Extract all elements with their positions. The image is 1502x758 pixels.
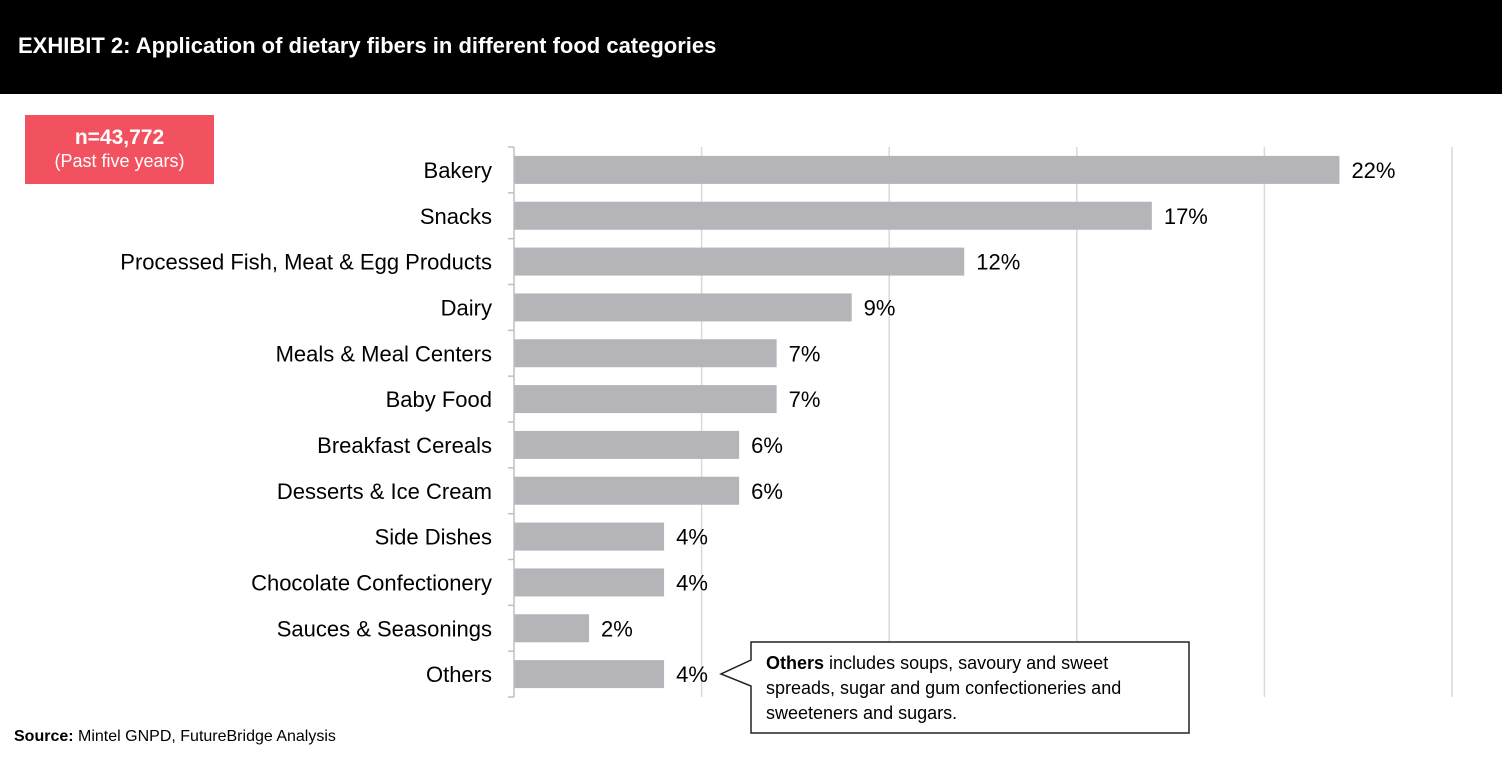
value-label: 22% <box>1351 158 1395 183</box>
header-bar: EXHIBIT 2: Application of dietary fibers… <box>0 0 1502 94</box>
callout-note: Others includes soups, savoury and sweet… <box>766 651 1181 726</box>
bar <box>514 201 1152 230</box>
category-label: Dairy <box>441 295 492 320</box>
source-text: Mintel GNPD, FutureBridge Analysis <box>73 728 336 745</box>
category-label: Sauces & Seasonings <box>277 616 492 641</box>
value-label: 4% <box>676 570 708 595</box>
category-label: Breakfast Cereals <box>317 433 492 458</box>
sample-period: (Past five years) <box>54 151 185 171</box>
bar <box>514 339 777 368</box>
bar <box>514 385 777 414</box>
callout-body: includes soups, savoury and sweet spread… <box>766 653 1122 723</box>
exhibit-title: EXHIBIT 2: Application of dietary fibers… <box>18 33 717 58</box>
category-label: Snacks <box>420 204 492 229</box>
bar <box>514 476 740 505</box>
value-label: 12% <box>976 250 1020 275</box>
callout-bold: Others <box>766 653 825 673</box>
category-labels: Bakery Snacks Processed Fish, Meat & Egg P… <box>120 158 492 687</box>
category-label: Desserts & Ice Cream <box>277 479 492 504</box>
value-label: 2% <box>601 616 633 641</box>
sample-size: n=43,772 <box>74 126 165 149</box>
value-label: 4% <box>676 525 708 550</box>
value-label: 17% <box>1164 204 1208 229</box>
bar <box>514 247 965 276</box>
category-label: Meals & Meal Centers <box>276 341 492 366</box>
bar <box>514 430 740 459</box>
bar <box>514 614 590 643</box>
bar <box>514 293 852 322</box>
category-axis <box>508 146 515 698</box>
category-label: Processed Fish, Meat & Egg Products <box>120 250 492 275</box>
category-label: Side Dishes <box>375 525 492 550</box>
source-note: Source: Mintel GNPD, FutureBridge Analys… <box>14 728 336 746</box>
sample-size-badge: n=43,772 (Past five years) <box>25 115 214 184</box>
category-label: Others <box>426 662 492 687</box>
callout-box <box>719 641 1190 734</box>
bar <box>514 522 665 551</box>
value-label: 6% <box>751 479 783 504</box>
value-labels: 22%17%12%9%7%7%6%6%4%4%2%4% <box>601 158 1395 687</box>
value-label: 7% <box>789 341 821 366</box>
grid-lines <box>700 147 1453 697</box>
value-label: 7% <box>789 387 821 412</box>
bar <box>514 155 1340 184</box>
value-label: 6% <box>751 433 783 458</box>
bar <box>514 568 665 597</box>
value-label: 9% <box>864 295 896 320</box>
source-label: Source: <box>14 728 74 745</box>
category-label: Chocolate Confectionery <box>251 570 492 595</box>
value-label: 4% <box>676 662 708 687</box>
category-label: Bakery <box>424 158 492 183</box>
bar <box>514 660 665 689</box>
bars <box>514 155 1340 689</box>
category-label: Baby Food <box>386 387 492 412</box>
